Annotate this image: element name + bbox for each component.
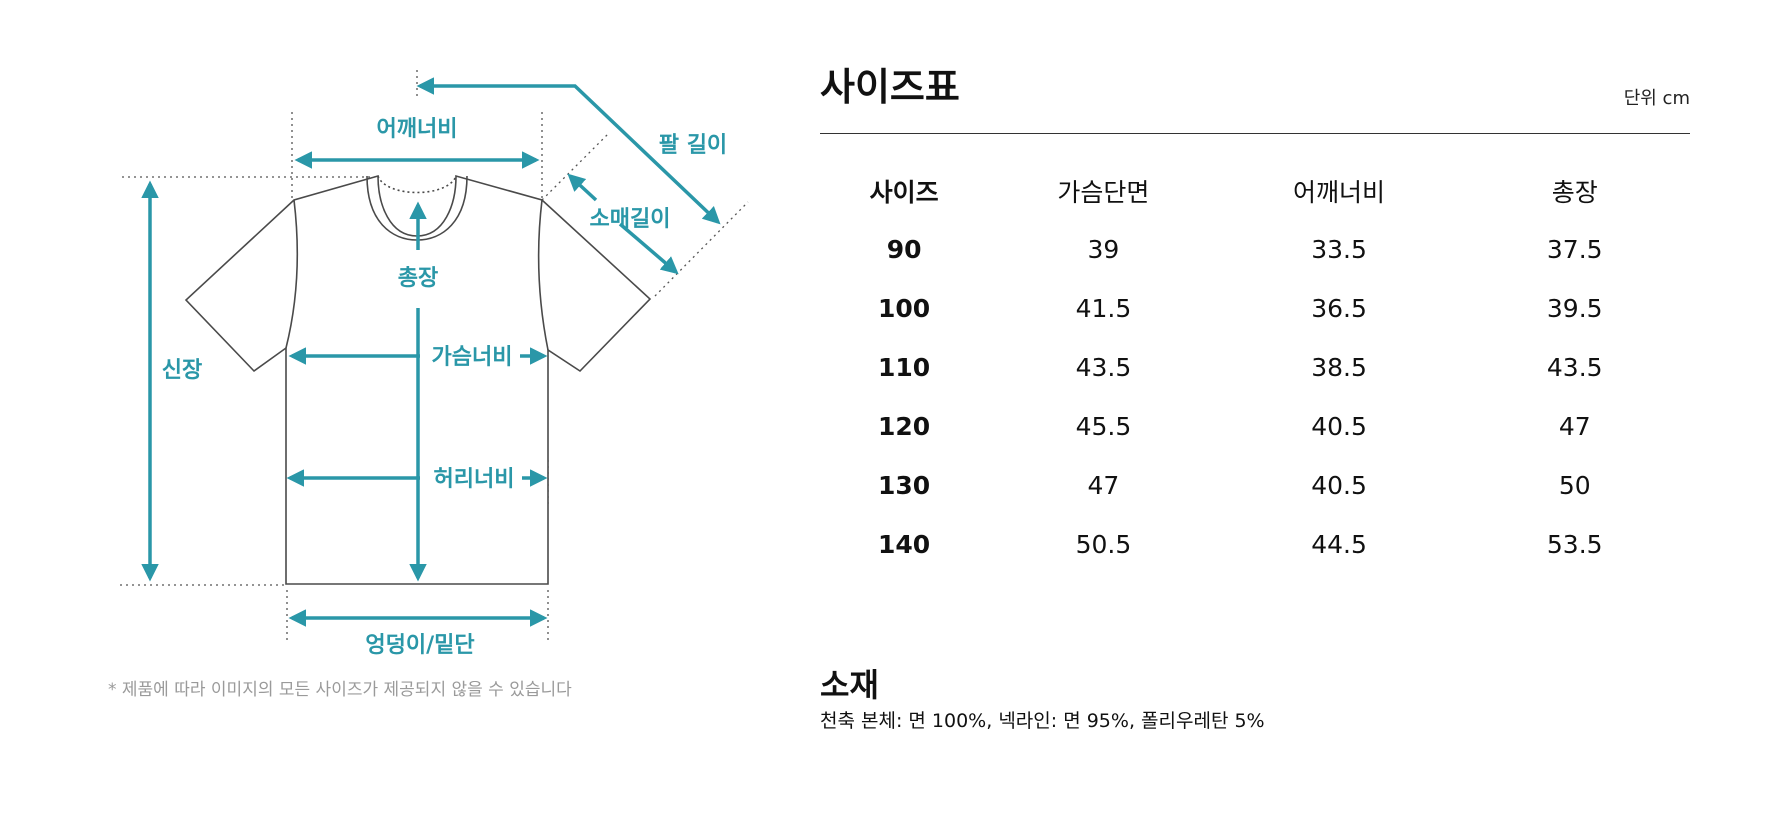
chest-cell: 47	[1087, 471, 1120, 500]
unit-label: 단위 cm	[1623, 88, 1690, 109]
shoulder-cell: 38.5	[1311, 353, 1367, 382]
table-row: 100 41.5 36.5 39.5	[820, 279, 1690, 338]
length-cell: 53.5	[1546, 530, 1603, 559]
length-cell: 43.5	[1546, 353, 1603, 382]
size-cell: 110	[877, 353, 931, 382]
shoulder-cell: 33.5	[1311, 235, 1367, 264]
size-cell: 100	[877, 294, 931, 323]
table-row: 90 39 33.5 37.5	[820, 220, 1690, 279]
title-divider	[820, 133, 1690, 134]
size-cell: 130	[877, 471, 931, 500]
size-chart-title: 사이즈표	[820, 65, 960, 109]
chest-cell: 41.5	[1075, 294, 1132, 323]
length-cell: 47	[1558, 412, 1591, 441]
table-row: 120 45.5 40.5 47	[820, 397, 1690, 456]
size-cell: 140	[877, 530, 931, 559]
table-row: 140 50.5 44.5 53.5	[820, 515, 1690, 574]
material-text: 천축 본체: 면 100%, 넥라인: 면 95%, 폴리우레탄 5%	[820, 710, 1265, 732]
column-header-length: 총장	[1551, 178, 1598, 207]
table-header-row: 사이즈 가슴단면 어깨너비 총장	[820, 162, 1690, 220]
waist-width-label: 허리너비	[434, 467, 515, 492]
column-header-shoulder: 어깨너비	[1293, 178, 1386, 207]
chest-cell: 50.5	[1075, 530, 1132, 559]
material-title: 소재	[820, 666, 879, 704]
length-cell: 37.5	[1546, 235, 1603, 264]
shoulder-cell: 40.5	[1311, 412, 1367, 441]
hem-width-label: 엉덩이/밑단	[365, 633, 474, 658]
size-cell: 90	[886, 235, 922, 264]
tshirt-measurement-diagram: 어깨너비 팔 길이 소매길이 총장 신장 가슴너비 허리너비 엉덩이/밑단	[120, 70, 749, 658]
size-disclaimer-note: * 제품에 따라 이미지의 모든 사이즈가 제공되지 않을 수 있습니다	[108, 680, 572, 700]
table-row: 130 47 40.5 50	[820, 456, 1690, 515]
column-header-size: 사이즈	[869, 178, 939, 207]
chest-cell: 39	[1087, 235, 1120, 264]
size-table: 사이즈 가슴단면 어깨너비 총장 90 39 33.5 37.5 100 41.…	[820, 162, 1690, 574]
sleeve-length-label: 소매길이	[590, 207, 671, 232]
shoulder-cell: 36.5	[1311, 294, 1367, 323]
column-header-chest: 가슴단면	[1057, 178, 1150, 207]
shoulder-width-label: 어깨너비	[377, 117, 458, 142]
length-cell: 39.5	[1546, 294, 1603, 323]
chest-width-label: 가슴너비	[432, 345, 513, 370]
length-cell: 50	[1558, 471, 1591, 500]
shoulder-cell: 40.5	[1311, 471, 1367, 500]
total-length-label: 총장	[398, 266, 438, 291]
chest-cell: 45.5	[1075, 412, 1132, 441]
shoulder-cell: 44.5	[1311, 530, 1367, 559]
chest-cell: 43.5	[1075, 353, 1132, 382]
table-row: 110 43.5 38.5 43.5	[820, 338, 1690, 397]
arm-length-label: 팔 길이	[659, 133, 727, 158]
height-label: 신장	[162, 358, 202, 383]
measurement-arrows	[141, 77, 721, 627]
size-cell: 120	[877, 412, 931, 441]
